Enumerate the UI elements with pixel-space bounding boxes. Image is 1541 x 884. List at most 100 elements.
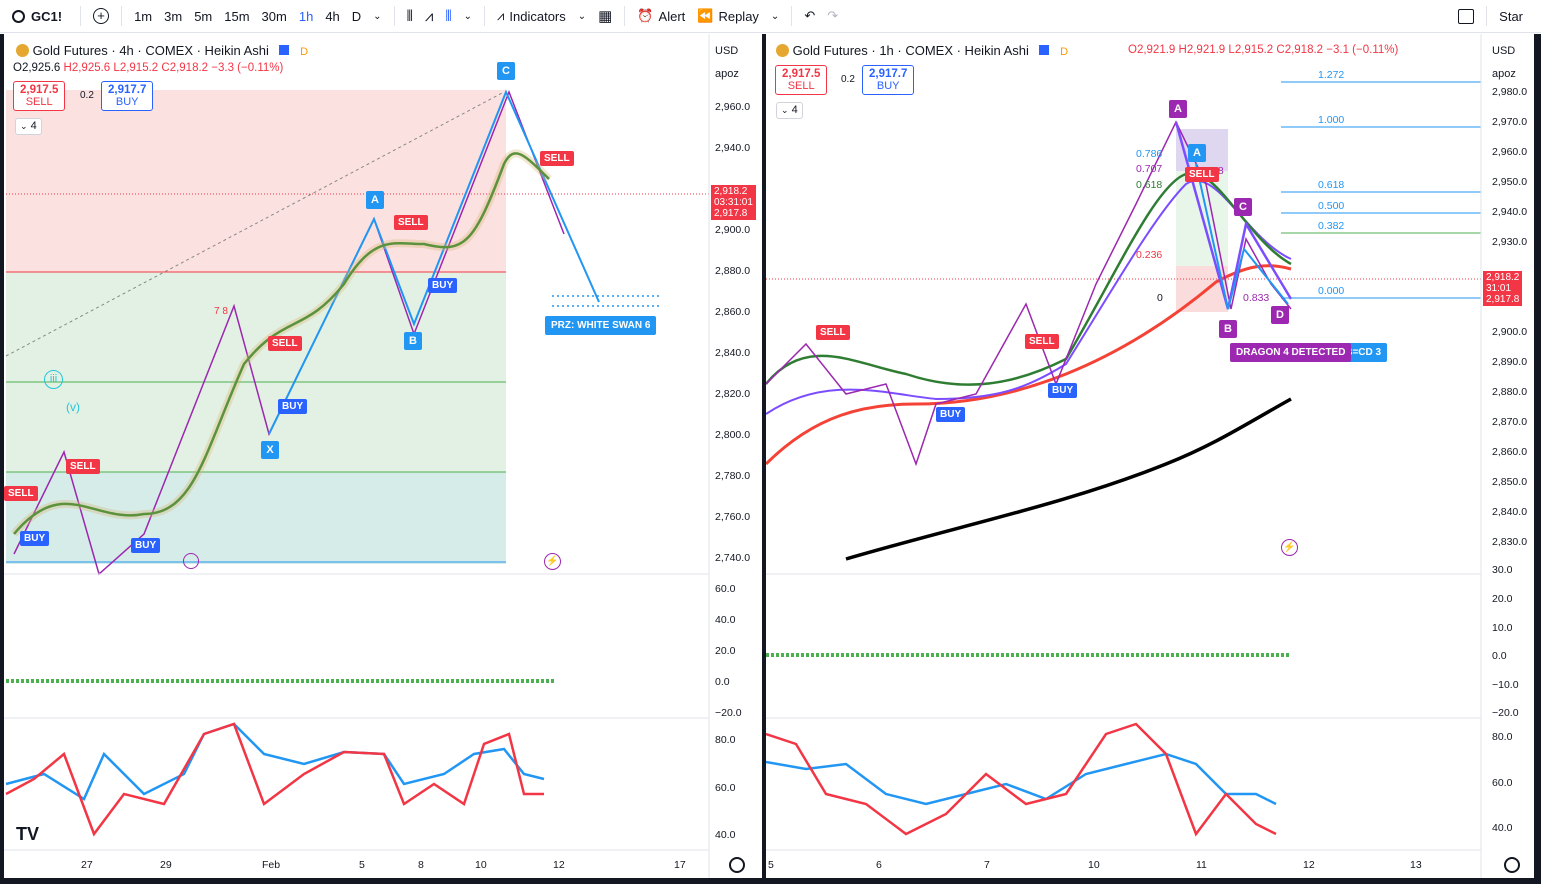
ma-purple	[766, 179, 1292, 415]
buy-button[interactable]: 2,917.7 BUY	[862, 65, 915, 95]
buy-signal: BUY	[131, 538, 161, 553]
fib-level: 0.382	[1318, 220, 1345, 232]
chevron-down-icon: ⌄	[770, 10, 780, 22]
sell-button[interactable]: 2,917.5 SELL	[775, 65, 828, 95]
ma-band	[10, 149, 552, 537]
rewind-icon: ⏪	[697, 8, 714, 23]
star-button[interactable]: Star	[1493, 0, 1541, 32]
intervals-dropdown[interactable]: ⌄	[367, 0, 387, 32]
chart-type-line-button[interactable]: ⩘	[419, 0, 439, 32]
ohlc-change: −3.3 (−0.11%)	[211, 62, 284, 74]
legend-title: Gold Futures · 4h · COMEX · Heikin Ashi	[32, 43, 269, 58]
chart-type-heikin-button[interactable]: ⫴	[439, 0, 457, 32]
settings-icon[interactable]	[729, 857, 745, 873]
settings-icon[interactable]	[1504, 857, 1520, 873]
add-symbol-button[interactable]: +	[87, 0, 115, 32]
rsi-axis-label: 40.0	[715, 829, 736, 841]
right-chart[interactable]: Gold Futures · 1h · COMEX · Heikin Ashi …	[766, 34, 1534, 878]
osc-axis-label: 10.0	[1492, 622, 1513, 634]
price-axis-label: 2,760.0	[715, 511, 751, 523]
price-axis-label: 2,930.0	[1492, 236, 1528, 248]
osc-axis-label: 60.0	[715, 583, 736, 595]
buy-signal: BUY	[278, 399, 308, 414]
interval-5m[interactable]: 5m	[194, 8, 213, 24]
buy-button[interactable]: 2,917.7 BUY	[101, 81, 154, 111]
left-chart[interactable]: Gold Futures · 4h · COMEX · Heikin Ashi …	[4, 34, 762, 878]
currency-selector[interactable]: USD	[1492, 45, 1516, 57]
price-tag-timer: 31:01	[1486, 283, 1512, 294]
symbol-search[interactable]: GC1!	[0, 9, 74, 24]
indicators-button[interactable]: ⩘ Indicators	[491, 0, 572, 32]
fib-ratio: 0.786	[1136, 148, 1163, 160]
buy-text: BUY	[115, 96, 139, 108]
replay-dropdown[interactable]: ⌄	[765, 0, 785, 32]
ohlc-open: O2,925.6	[13, 62, 61, 74]
buy-zone	[6, 272, 506, 472]
rsi-line	[766, 752, 1277, 806]
indicator-count: 4	[791, 104, 798, 116]
price-axis-label: 2,860.0	[1492, 446, 1528, 458]
price-axis-label: 2,900.0	[715, 224, 751, 236]
buy-price: 2,917.7	[869, 68, 908, 80]
buy-text: BUY	[876, 80, 900, 92]
harmonic-pattern	[1195, 163, 1289, 310]
redo-icon: ↷	[827, 8, 839, 23]
time-axis-label: 12	[1303, 859, 1315, 871]
scale-mode[interactable]: apoz	[715, 68, 739, 80]
time-axis-label: 10	[1088, 859, 1100, 871]
interval-1m[interactable]: 1m	[134, 8, 153, 24]
interval-3m[interactable]: 3m	[164, 8, 183, 24]
osc-axis-label: 20.0	[1492, 593, 1513, 605]
layouts-button[interactable]: ▦	[592, 0, 618, 32]
replay-marker-icon[interactable]	[183, 553, 199, 569]
interval-30m[interactable]: 30m	[261, 8, 287, 24]
time-axis-label: 6	[876, 859, 882, 871]
session-badge: D	[1060, 46, 1069, 58]
chart-divider[interactable]	[762, 34, 766, 882]
ohlc-change: −3.1 (−0.11%)	[1326, 44, 1399, 56]
candles-icon: ⫴	[406, 7, 413, 25]
interval-15m[interactable]: 15m	[224, 8, 250, 24]
interval-4h[interactable]: 4h	[325, 8, 340, 24]
time-axis-label: 7	[984, 859, 990, 871]
ohlc-high: H2,921.9	[1178, 44, 1226, 56]
indicators-icon: ⩘	[497, 8, 505, 23]
lightning-icon[interactable]: ⚡	[544, 553, 561, 570]
indicators-toggle[interactable]: ⌄ 4	[776, 102, 803, 119]
left-border	[0, 34, 4, 882]
price-axis-label: 2,740.0	[715, 552, 751, 564]
alert-button[interactable]: ⏰ Alert	[631, 0, 691, 32]
price-tag-bid: 2,917.8	[714, 208, 748, 219]
redo-button[interactable]: ↷	[821, 0, 844, 32]
replay-button[interactable]: ⏪ Replay	[691, 0, 765, 32]
sell-signal: SELL	[540, 151, 574, 166]
chart-type-bars-button[interactable]: ⫴	[401, 0, 419, 32]
chart-type-dropdown[interactable]: ⌄	[458, 0, 478, 32]
rsi-axis-label: 60.0	[1492, 777, 1513, 789]
price-axis-label: 2,880.0	[715, 265, 751, 277]
right-chart-legend[interactable]: Gold Futures · 1h · COMEX · Heikin Ashi …	[776, 43, 1068, 58]
point-x: X	[261, 441, 279, 459]
left-chart-legend[interactable]: Gold Futures · 4h · COMEX · Heikin Ashi …	[16, 43, 308, 58]
scale-mode[interactable]: apoz	[1492, 68, 1516, 80]
fib-level: 1.272	[1318, 69, 1345, 81]
price-axis-label: 2,780.0	[715, 470, 751, 482]
interval-d[interactable]: D	[351, 8, 362, 24]
time-axis-label: 8	[418, 859, 424, 871]
price-axis-label: 2,820.0	[715, 388, 751, 400]
undo-button[interactable]: ↶	[798, 0, 821, 32]
indicators-dropdown[interactable]: ⌄	[572, 0, 592, 32]
sell-signal: SELL	[1025, 334, 1059, 349]
currency-selector[interactable]: USD	[715, 45, 739, 57]
search-icon	[12, 9, 25, 23]
sell-button[interactable]: 2,917.5 SELL	[13, 81, 66, 111]
trend-line	[5, 91, 505, 357]
lightning-icon[interactable]: ⚡	[1281, 539, 1298, 556]
interval-1h[interactable]: 1h	[298, 8, 314, 24]
rsi-axis-label: 40.0	[1492, 822, 1513, 834]
ohlc-close: C2,918.2	[161, 62, 209, 74]
grid-icon: ▦	[598, 8, 613, 25]
time-axis-label: 5	[768, 859, 774, 871]
indicators-toggle[interactable]: ⌄ 4	[15, 118, 42, 135]
layout-split-button[interactable]	[1452, 0, 1480, 32]
